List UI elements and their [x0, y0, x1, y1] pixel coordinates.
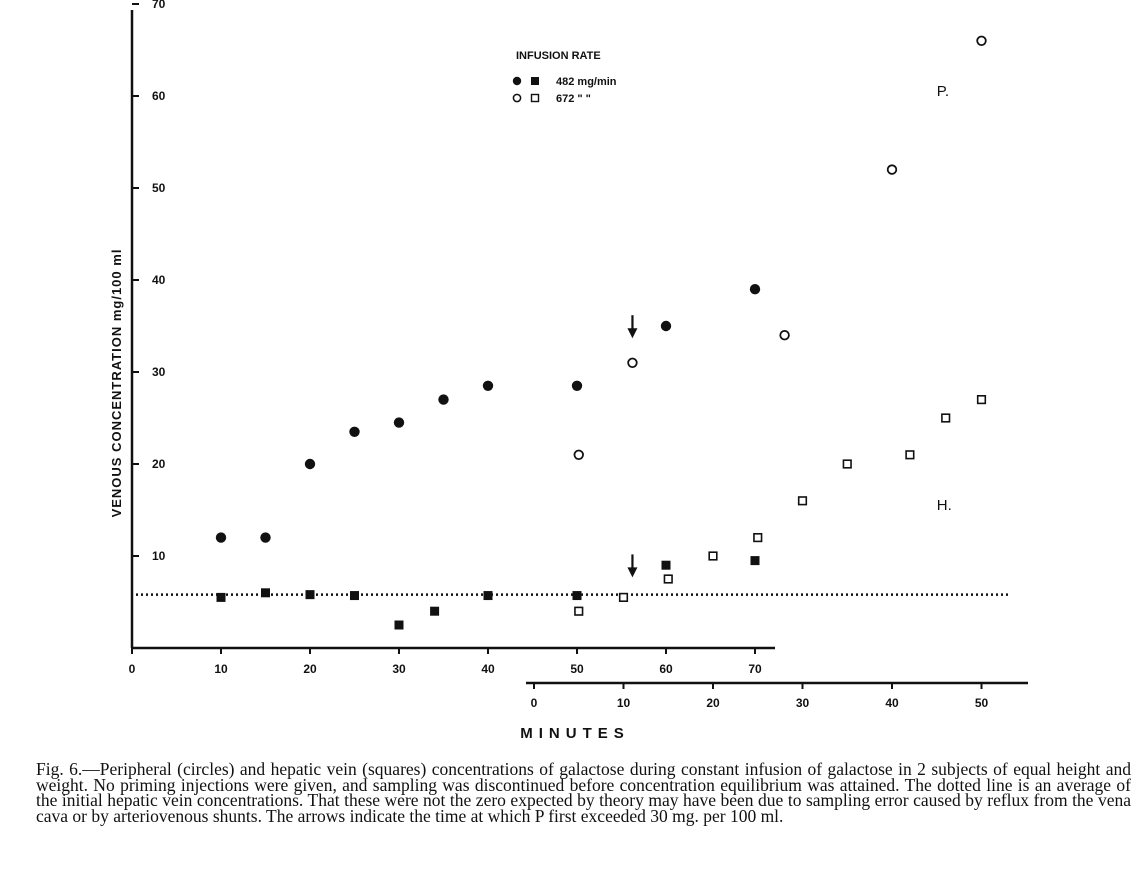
point-filled-square [216, 592, 226, 602]
legend-title: INFUSION RATE [516, 50, 601, 62]
point-filled-circle [304, 458, 316, 470]
point-open-square [663, 574, 673, 584]
y-axis-title: VENOUS CONCENTRATION mg/100 ml [109, 249, 124, 518]
y-tick-label: 70 [152, 0, 166, 11]
x2-tick-label: 40 [885, 696, 899, 710]
point-filled-square [350, 591, 359, 601]
annotation-label: P. [937, 83, 949, 100]
point-open-square [574, 606, 584, 616]
x1-tick-label: 0 [129, 662, 136, 676]
x2-tick-label: 50 [975, 696, 989, 710]
x1-tick-label: 40 [481, 662, 495, 676]
x1-tick-label: 60 [659, 662, 673, 676]
legend-label: 672 " " [556, 93, 591, 105]
point-open-square [905, 450, 915, 460]
point-filled-circle [393, 417, 405, 428]
point-filled-square [305, 590, 315, 600]
point-open-square [708, 551, 718, 561]
legend-label: 482 mg/min [556, 76, 617, 88]
point-filled-circle [260, 532, 271, 543]
point-filled-circle [438, 394, 449, 405]
point-filled-square [750, 556, 760, 566]
x2-tick-label: 10 [617, 696, 631, 710]
arrow-head [627, 328, 638, 339]
legend: INFUSION RATE 482 mg/min 672 " " [512, 50, 617, 105]
point-open-square [842, 459, 852, 469]
point-filled-square [483, 591, 493, 601]
y-tick-label: 40 [152, 273, 166, 287]
x1-tick-label: 70 [748, 662, 762, 676]
point-filled-circle [215, 532, 227, 543]
x1-tick-label: 30 [392, 662, 406, 676]
point-filled-square [430, 606, 440, 616]
y-tick-label: 10 [152, 549, 166, 563]
annotations: P. H. [937, 83, 952, 514]
x1-tick-label: 20 [303, 662, 317, 676]
x2-tick-label: 30 [796, 696, 810, 710]
point-open-square [797, 496, 808, 506]
arrows [627, 315, 638, 578]
chart-area: 10 20 30 40 50 60 70 0 10 20 30 40 50 60 70 0 10 20 30 40 50… [109, 0, 1028, 742]
point-filled-circle [482, 380, 494, 391]
legend-symbol-open-square [530, 93, 540, 103]
point-open-square [976, 394, 987, 405]
arrow-head [627, 567, 638, 578]
x1-tick-label: 50 [570, 662, 584, 676]
point-open-square [941, 413, 951, 423]
annotation-label: H. [937, 497, 952, 514]
legend-symbol-filled-square [531, 77, 539, 85]
point-filled-square [261, 588, 270, 598]
x2-tick-label: 20 [706, 696, 720, 710]
legend-symbol-filled-circle [512, 76, 522, 86]
point-filled-circle [571, 380, 583, 391]
point-open-circle [779, 330, 790, 341]
point-open-square [753, 532, 763, 543]
figure-caption: Fig. 6.—Peripheral (circles) and hepatic… [36, 759, 1131, 826]
x-axis-title: MINUTES [520, 725, 630, 742]
x2-tick-label: 0 [531, 696, 538, 710]
point-filled-square [661, 560, 671, 570]
legend-symbol-open-circle [512, 93, 522, 103]
point-filled-square [394, 620, 404, 630]
point-filled-circle [749, 284, 761, 295]
y-tick-label: 30 [152, 365, 166, 379]
point-filled-circle [349, 426, 360, 437]
point-open-circle [976, 35, 987, 47]
point-filled-square [572, 591, 582, 601]
x1-tick-label: 10 [214, 662, 228, 676]
point-open-circle [886, 164, 898, 175]
data-marks [215, 35, 987, 630]
point-open-circle [627, 357, 638, 369]
axes: 10 20 30 40 50 60 70 0 10 20 30 40 50 60 70 0 10 20 30 40 50 [129, 0, 1028, 710]
y-tick-label: 20 [152, 457, 166, 471]
y-tick-label: 50 [152, 181, 166, 195]
point-open-circle [573, 449, 584, 461]
point-open-square [618, 592, 629, 602]
y-tick-label: 60 [152, 89, 166, 103]
point-filled-circle [660, 320, 672, 332]
